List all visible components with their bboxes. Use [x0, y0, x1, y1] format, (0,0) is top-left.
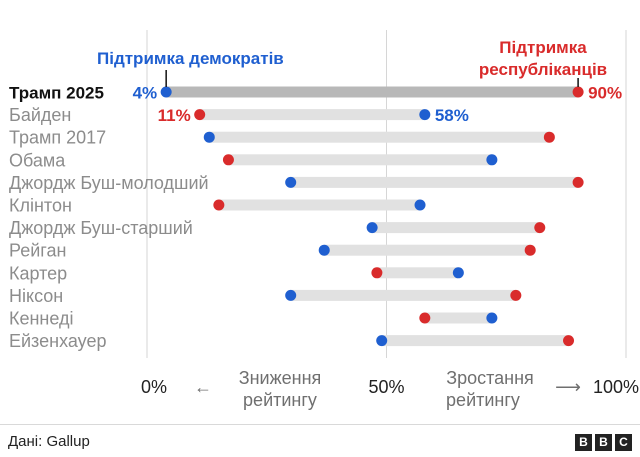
republican-value-label: 11% — [158, 106, 191, 125]
republican-point — [419, 312, 431, 324]
x-tick-label: 50% — [368, 377, 404, 397]
range-bar — [290, 176, 579, 188]
democrat-point — [160, 86, 172, 98]
bbc-logo: B B C — [575, 434, 632, 451]
democrat-point — [414, 199, 426, 211]
republican-point — [563, 335, 575, 347]
row-label: Байден — [9, 105, 71, 125]
democrat-point — [285, 289, 297, 301]
republican-point — [371, 267, 383, 279]
row-label: Трамп 2017 — [9, 128, 106, 148]
range-bar — [166, 86, 579, 98]
range-bar — [199, 109, 425, 121]
row-label: Джордж Буш-старший — [9, 218, 193, 238]
democrat-point — [486, 154, 498, 166]
increase-arrow-icon: ⟶ — [555, 377, 581, 397]
bbc-logo-letter: C — [615, 434, 632, 451]
democrat-value-label: 4% — [133, 84, 158, 103]
row-label: Клінтон — [9, 196, 72, 216]
republican-point — [222, 154, 234, 166]
range-bar — [209, 131, 550, 143]
republican-point — [572, 176, 584, 188]
republican-point — [213, 199, 225, 211]
range-bar — [372, 222, 540, 234]
range-bar — [290, 289, 516, 301]
democrat-point — [419, 109, 431, 121]
republican-point — [524, 244, 536, 256]
row-label: Картер — [9, 263, 67, 283]
row-label: Кеннеді — [9, 309, 74, 329]
republican-point — [510, 289, 522, 301]
democrat-point — [285, 176, 297, 188]
increase-annotation: рейтингу — [446, 390, 520, 410]
row-label: Джордж Буш-молодший — [9, 173, 209, 193]
range-bar — [376, 267, 459, 279]
democrat-value-label: 58% — [435, 106, 469, 125]
row-label: Ейзенхауер — [9, 331, 107, 351]
democrat-point — [203, 131, 215, 143]
range-bar — [381, 335, 569, 347]
row-label: Трамп 2025 — [9, 84, 104, 103]
democrat-point — [376, 335, 388, 347]
bbc-logo-letter: B — [575, 434, 592, 451]
democrat-point — [486, 312, 498, 324]
decrease-arrow-icon: ← — [194, 377, 212, 397]
row-label: Рейган — [9, 241, 66, 261]
democrat-point — [318, 244, 330, 256]
democrat-point — [452, 267, 464, 279]
bbc-logo-letter: B — [595, 434, 612, 451]
republican-point — [194, 109, 206, 121]
x-tick-label: 0% — [141, 377, 167, 397]
range-bar — [228, 154, 492, 166]
dumbbell-chart: Трамп 2025 4% 90% Байден 58% 11% Трамп 2017Оба… — [9, 30, 639, 410]
range-bar — [218, 199, 421, 211]
legend-republicans-label: республіканців — [479, 60, 607, 79]
republican-point — [534, 222, 546, 234]
legend-republicans-label: Підтримка — [499, 38, 587, 57]
footer: Дані: Gallup B B C — [0, 424, 640, 457]
republican-value-label: 90% — [588, 84, 622, 103]
increase-annotation: Зростання — [446, 368, 534, 388]
x-tick-label: 100% — [593, 377, 639, 397]
range-bar — [424, 312, 492, 324]
legend-democrats-label: Підтримка демократів — [97, 49, 284, 68]
range-bar — [324, 244, 531, 256]
source-text: Дані: Gallup — [8, 433, 90, 450]
republican-point — [543, 131, 555, 143]
row-label: Обама — [9, 150, 66, 170]
decrease-annotation: Зниження — [239, 368, 322, 388]
republican-point — [572, 86, 584, 98]
row-label: Ніксон — [9, 286, 63, 306]
democrat-point — [366, 222, 378, 234]
decrease-annotation: рейтингу — [243, 390, 317, 410]
